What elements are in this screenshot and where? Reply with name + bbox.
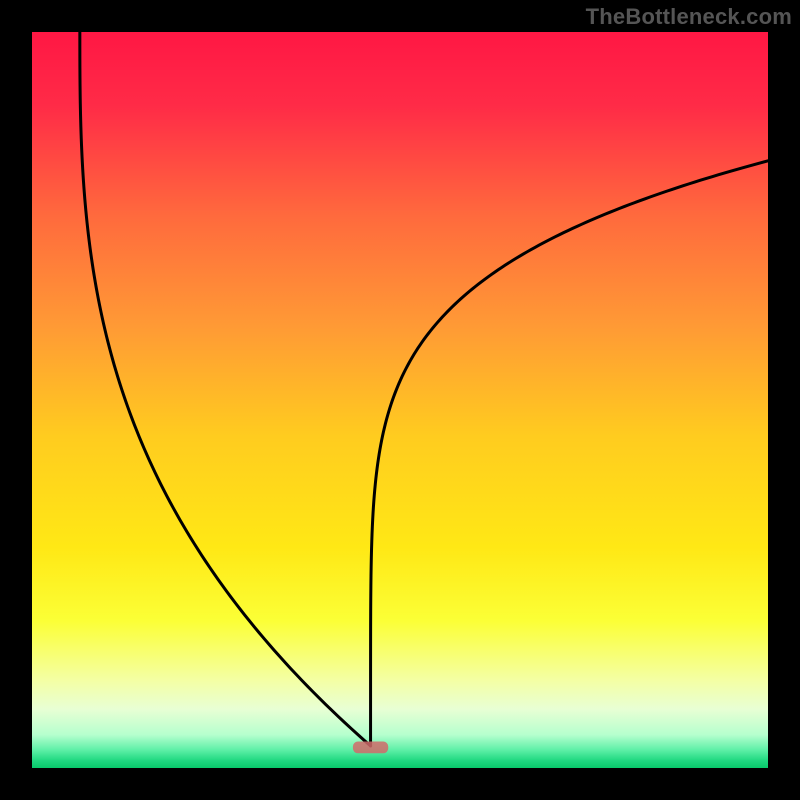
watermark-text: TheBottleneck.com <box>586 4 792 30</box>
optimal-marker <box>353 742 388 754</box>
chart-svg <box>0 0 800 800</box>
chart-container: TheBottleneck.com <box>0 0 800 800</box>
plot-gradient-background <box>32 32 768 768</box>
